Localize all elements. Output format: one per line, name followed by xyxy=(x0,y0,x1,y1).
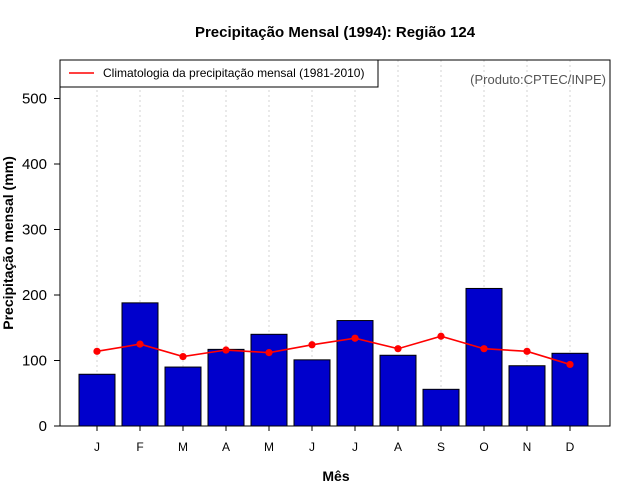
x-tick-label: N xyxy=(523,440,532,454)
legend: Climatologia da precipitação mensal (198… xyxy=(59,59,379,88)
y-tick-label: 0 xyxy=(39,418,47,435)
x-tick-label: O xyxy=(479,440,488,454)
climatology-point xyxy=(480,345,488,353)
climatology-point xyxy=(351,334,359,342)
x-tick-label: J xyxy=(352,440,358,454)
x-tick-label: M xyxy=(178,440,188,454)
bar-n-10 xyxy=(508,365,546,427)
climatology-point xyxy=(265,349,273,357)
y-tick-label: 400 xyxy=(22,156,47,173)
credit-text: (Produto:CPTEC/INPE) xyxy=(470,72,606,87)
x-tick-label: F xyxy=(136,440,143,454)
chart-title: Precipitação Mensal (1994): Região 124 xyxy=(195,24,476,41)
x-axis-label: Mês xyxy=(322,468,349,484)
bar-m-2 xyxy=(164,366,202,427)
climatology-point xyxy=(523,347,531,355)
legend-label: Climatologia da precipitação mensal (198… xyxy=(103,66,364,80)
climatology-point xyxy=(222,346,230,354)
x-tick-label: J xyxy=(309,440,315,454)
y-tick-label: 500 xyxy=(22,91,47,108)
climatology-point xyxy=(394,345,402,353)
x-tick-label: J xyxy=(94,440,100,454)
climatology-point xyxy=(136,340,144,348)
climatology-point xyxy=(566,360,574,369)
bar-s-8 xyxy=(422,388,460,427)
bar-a-3 xyxy=(207,348,245,427)
bar-series xyxy=(78,287,589,427)
climatology-point xyxy=(308,341,316,349)
climatology-series xyxy=(93,332,574,369)
bar-j-0 xyxy=(78,373,116,427)
climatology-point xyxy=(179,352,187,361)
bar-j-5 xyxy=(293,359,331,427)
x-tick-label: A xyxy=(394,440,402,454)
y-axis-label: Precipitação mensal (mm) xyxy=(0,156,16,330)
bar-f-1 xyxy=(121,302,159,427)
x-tick-label: M xyxy=(264,440,274,454)
bar-a-7 xyxy=(379,354,417,427)
climatology-point xyxy=(437,332,445,340)
x-tick-label: S xyxy=(437,440,445,454)
climatology-line xyxy=(96,335,571,366)
climatology-point xyxy=(93,347,101,355)
y-tick-label: 100 xyxy=(22,353,47,370)
legend-box xyxy=(59,59,379,88)
x-tick-label: D xyxy=(566,440,575,454)
y-axis: 0 100 200 300 400 500 xyxy=(22,91,60,435)
bar-o-9 xyxy=(465,287,503,427)
y-tick-label: 300 xyxy=(22,222,47,239)
bar-m-4 xyxy=(250,333,288,427)
x-tick-label: A xyxy=(222,440,230,454)
y-tick-label: 200 xyxy=(22,287,47,304)
